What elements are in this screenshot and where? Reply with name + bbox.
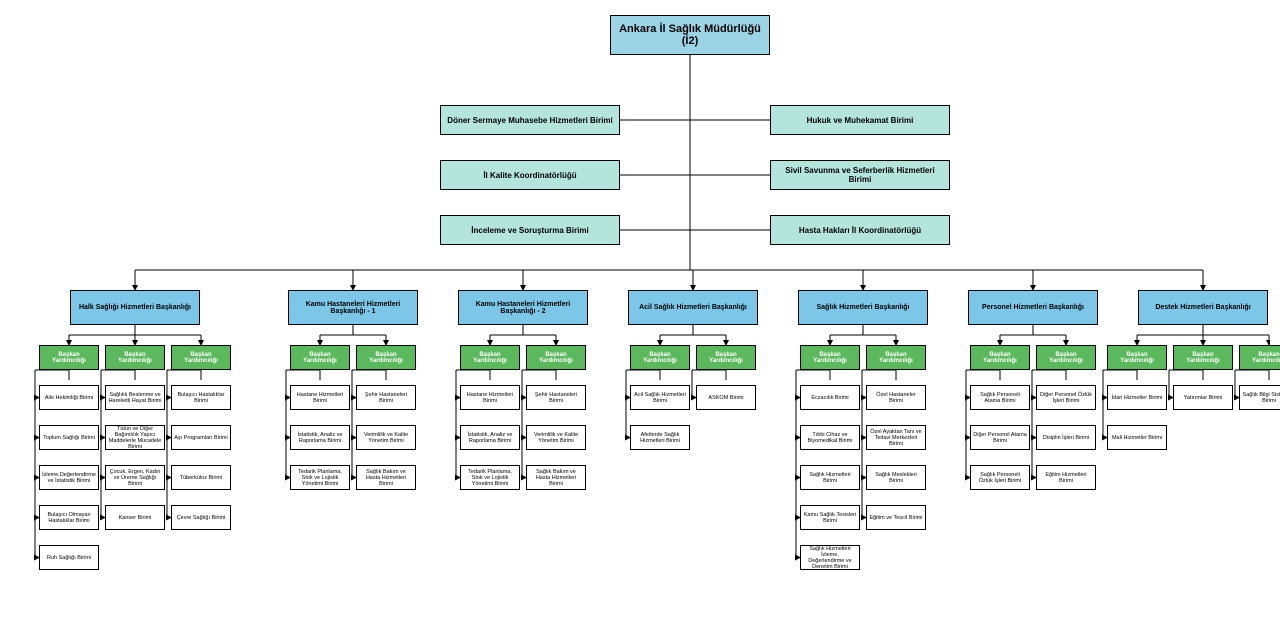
leaf-box-0-2-2: Tüberküloz Birimi xyxy=(171,465,231,490)
sub-box-3-1: Başkan Yardımcılığı xyxy=(696,345,756,370)
leaf-box-4-0-4: Sağlık Hizmetleri İzleme, Değerlendirme … xyxy=(800,545,860,570)
leaf-box-5-1-2: Eğitim Hizmetleri Birimi xyxy=(1036,465,1096,490)
sub-box-6-0: Başkan Yardımcılığı xyxy=(1107,345,1167,370)
leaf-box-6-1-0: Yatırımlar Birimi xyxy=(1173,385,1233,410)
sub-box-0-1: Başkan Yardımcılığı xyxy=(105,345,165,370)
sub-box-5-1: Başkan Yardımcılığı xyxy=(1036,345,1096,370)
leaf-box-4-0-3: Kamu Sağlık Tesisleri Birimi xyxy=(800,505,860,530)
leaf-box-5-1-1: Disiplin İşleri Birimi xyxy=(1036,425,1096,450)
leaf-box-1-1-1: Verimlilik ve Kalite Yönetim Birimi xyxy=(356,425,416,450)
dept-box-1: Kamu Hastaneleri Hizmetleri Başkanlığı -… xyxy=(288,290,418,325)
sub-box-0-0: Başkan Yardımcılığı xyxy=(39,345,99,370)
sub-box-5-0: Başkan Yardımcılığı xyxy=(970,345,1030,370)
leaf-box-0-0-0: Aile Hekimliği Birimi xyxy=(39,385,99,410)
sub-box-4-1: Başkan Yardımcılığı xyxy=(866,345,926,370)
dept-box-0: Halk Sağlığı Hizmetleri Başkanlığı xyxy=(70,290,200,325)
leaf-box-6-0-0: İdari Hizmetler Birimi xyxy=(1107,385,1167,410)
sub-box-2-0: Başkan Yardımcılığı xyxy=(460,345,520,370)
unit-box-1: İl Kalite Koordinatörlüğü xyxy=(440,160,620,190)
sub-box-1-1: Başkan Yardımcılığı xyxy=(356,345,416,370)
leaf-box-0-0-1: Toplum Sağlığı Birimi xyxy=(39,425,99,450)
leaf-box-0-1-3: Kanser Birimi xyxy=(105,505,165,530)
unit-box-4: Sivil Savunma ve Seferberlik Hizmetleri … xyxy=(770,160,950,190)
leaf-box-0-1-1: Tütün ve Diğer Bağımlılık Yapıcı Maddele… xyxy=(105,425,165,450)
sub-box-6-2: Başkan Yardımcılığı xyxy=(1239,345,1280,370)
leaf-box-3-1-0: ASKOM Birimi xyxy=(696,385,756,410)
leaf-box-4-0-1: Tıbbi Cihaz ve Biyomedikal Birimi xyxy=(800,425,860,450)
unit-box-5: Hasta Hakları İl Koordinatörlüğü xyxy=(770,215,950,245)
leaf-box-2-0-0: Hastane Hizmetleri Birimi xyxy=(460,385,520,410)
leaf-box-0-2-1: Aşı Programları Birimi xyxy=(171,425,231,450)
leaf-box-0-0-3: Bulaşıcı Olmayan Hastalıklar Birimi xyxy=(39,505,99,530)
leaf-box-5-0-1: Diğer Personel Atama Birimi xyxy=(970,425,1030,450)
leaf-box-4-0-2: Sağlık Hizmetleri Birimi xyxy=(800,465,860,490)
leaf-box-0-1-2: Çocuk, Ergen, Kadın ve Üreme Sağlığı Bir… xyxy=(105,465,165,490)
dept-box-3: Acil Sağlık Hizmetleri Başkanlığı xyxy=(628,290,758,325)
sub-box-0-2: Başkan Yardımcılığı xyxy=(171,345,231,370)
leaf-box-0-0-2: İzleme,Değerlendirme ve İstatistik Birim… xyxy=(39,465,99,490)
dept-box-5: Personel Hizmetleri Başkanlığı xyxy=(968,290,1098,325)
sub-box-1-0: Başkan Yardımcılığı xyxy=(290,345,350,370)
unit-box-2: İnceleme ve Soruşturma Birimi xyxy=(440,215,620,245)
leaf-box-1-0-0: Hastane Hizmetleri Birimi xyxy=(290,385,350,410)
unit-box-3: Hukuk ve Muhekamat Birimi xyxy=(770,105,950,135)
leaf-box-2-1-2: Sağlık Bakım ve Hasta Hizmetleri Birimi xyxy=(526,465,586,490)
leaf-box-2-1-1: Verimlilik ve Kalite Yönetim Birimi xyxy=(526,425,586,450)
leaf-box-4-0-0: Eczacılık Birimi xyxy=(800,385,860,410)
leaf-box-0-1-0: Sağlıklı Beslenme ve Hareketli Hayat Bir… xyxy=(105,385,165,410)
leaf-box-6-2-0: Sağlık Bilgi Sistemleri Birimi xyxy=(1239,385,1280,410)
root-box: Ankara İl Sağlık Müdürlüğü (İ2) xyxy=(610,15,770,55)
leaf-box-4-1-1: Özel Ayaktan Tanı ve Tedavi Merkezleri B… xyxy=(866,425,926,450)
leaf-box-3-0-0: Acil Sağlık Hizmetleri Birimi xyxy=(630,385,690,410)
unit-box-0: Döner Sermaye Muhasebe Hizmetleri Birimi xyxy=(440,105,620,135)
leaf-box-4-1-3: Eğitim ve Tescil Birimi xyxy=(866,505,926,530)
leaf-box-1-0-1: İstatistik, Analiz ve Raporlama Birimi xyxy=(290,425,350,450)
leaf-box-5-1-0: Diğer Personel Özlük İşleri Birimi xyxy=(1036,385,1096,410)
leaf-box-1-0-2: Tedarik Planlama, Stok ve Lojistik Yönet… xyxy=(290,465,350,490)
leaf-box-5-0-0: Sağlık Personeli Atama Birimi xyxy=(970,385,1030,410)
leaf-box-4-1-2: Sağlık Meslekleri Birimi xyxy=(866,465,926,490)
leaf-box-0-2-0: Bulaşıcı Hastalıklar Birimi xyxy=(171,385,231,410)
leaf-box-3-0-1: Afetlerde Sağlık Hizmetleri Birimi xyxy=(630,425,690,450)
leaf-box-2-0-1: İstatistik, Analiz ve Raporlama Birimi xyxy=(460,425,520,450)
leaf-box-4-1-0: Özel Hastaneler Birimi xyxy=(866,385,926,410)
leaf-box-2-1-0: Şehir Hastaneleri Birimi xyxy=(526,385,586,410)
sub-box-6-1: Başkan Yardımcılığı xyxy=(1173,345,1233,370)
leaf-box-1-1-0: Şehir Hastaneleri Birimi xyxy=(356,385,416,410)
leaf-box-0-0-4: Ruh Sağlığı Birimi xyxy=(39,545,99,570)
sub-box-4-0: Başkan Yardımcılığı xyxy=(800,345,860,370)
leaf-box-5-0-2: Sağlık Personeli Özlük İşleri Birimi xyxy=(970,465,1030,490)
dept-box-4: Sağlık Hizmetleri Başkanlığı xyxy=(798,290,928,325)
dept-box-2: Kamu Hastaneleri Hizmetleri Başkanlığı -… xyxy=(458,290,588,325)
leaf-box-6-0-1: Mali Hizmetler Birimi xyxy=(1107,425,1167,450)
leaf-box-2-0-2: Tedarik Planlama, Stok ve Lojistik Yönet… xyxy=(460,465,520,490)
dept-box-6: Destek Hizmetleri Başkanlığı xyxy=(1138,290,1268,325)
leaf-box-1-1-2: Sağlık Bakım ve Hasta Hizmetleri Birimi xyxy=(356,465,416,490)
sub-box-3-0: Başkan Yardımcılığı xyxy=(630,345,690,370)
sub-box-2-1: Başkan Yardımcılığı xyxy=(526,345,586,370)
leaf-box-0-2-3: Çevre Sağlığı Birimi xyxy=(171,505,231,530)
